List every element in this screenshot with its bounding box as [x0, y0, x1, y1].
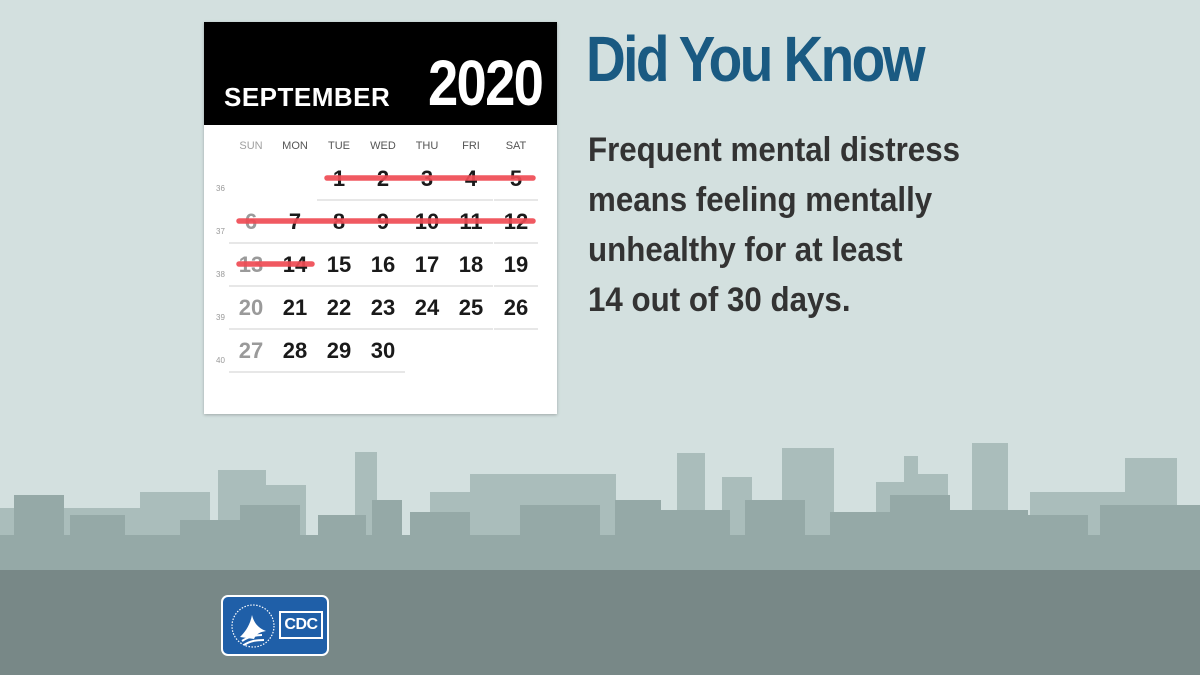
cdc-logo-text: CDC	[279, 611, 323, 639]
week-number: 40	[216, 356, 225, 365]
body-number-30: 30	[727, 281, 762, 319]
weekday-label: SUN	[239, 140, 262, 152]
headline: Did You Know	[586, 23, 926, 95]
calendar-day: 24	[415, 295, 440, 320]
calendar-day: 22	[327, 295, 351, 320]
body-text: Frequent mental distress means feeling m…	[588, 125, 1058, 325]
calendar-day: 28	[283, 338, 307, 363]
body-line-4-mid: out of	[622, 281, 728, 319]
calendar-day: 27	[239, 338, 263, 363]
calendar-day: 25	[459, 295, 483, 320]
calendar-day: 21	[283, 295, 307, 320]
week-number: 39	[216, 313, 225, 322]
cdc-logo: CDC	[221, 595, 329, 656]
calendar-day: 26	[504, 295, 528, 320]
calendar: SEPTEMBER 2020 SUNMONTUEWEDTHUFRISAT3612…	[204, 22, 557, 414]
weekday-label: WED	[370, 140, 396, 152]
calendar-month: SEPTEMBER	[224, 82, 391, 112]
calendar-year: 2020	[428, 47, 544, 119]
calendar-day: 19	[504, 252, 528, 277]
calendar-day: 15	[327, 252, 351, 277]
calendar-day: 29	[327, 338, 351, 363]
weekday-label: FRI	[462, 140, 480, 152]
hhs-eagle-seal-icon	[231, 604, 275, 648]
calendar-day: 30	[371, 338, 395, 363]
weekday-label: SAT	[506, 140, 527, 152]
weekday-label: THU	[416, 140, 439, 152]
calendar-day: 18	[459, 252, 483, 277]
body-line-3: unhealthy for at least	[588, 231, 903, 269]
calendar-day: 16	[371, 252, 395, 277]
body-line-4-end: days.	[761, 281, 851, 319]
body-line-2: means feeling mentally	[588, 181, 933, 219]
body-number-14: 14	[588, 281, 623, 319]
week-number: 36	[216, 184, 225, 193]
week-number: 38	[216, 270, 225, 279]
weekday-label: TUE	[328, 140, 350, 152]
calendar-day: 20	[239, 295, 263, 320]
body-line-4: 14 out of 30 days.	[588, 275, 1020, 325]
week-number: 37	[216, 227, 225, 236]
calendar-grid: SUNMONTUEWEDTHUFRISAT3612345376789101112…	[216, 140, 538, 373]
calendar-day: 17	[415, 252, 439, 277]
weekday-label: MON	[282, 140, 308, 152]
calendar-day: 23	[371, 295, 395, 320]
calendar-header: SEPTEMBER 2020	[204, 22, 557, 125]
body-line-1: Frequent mental distress	[588, 131, 960, 169]
